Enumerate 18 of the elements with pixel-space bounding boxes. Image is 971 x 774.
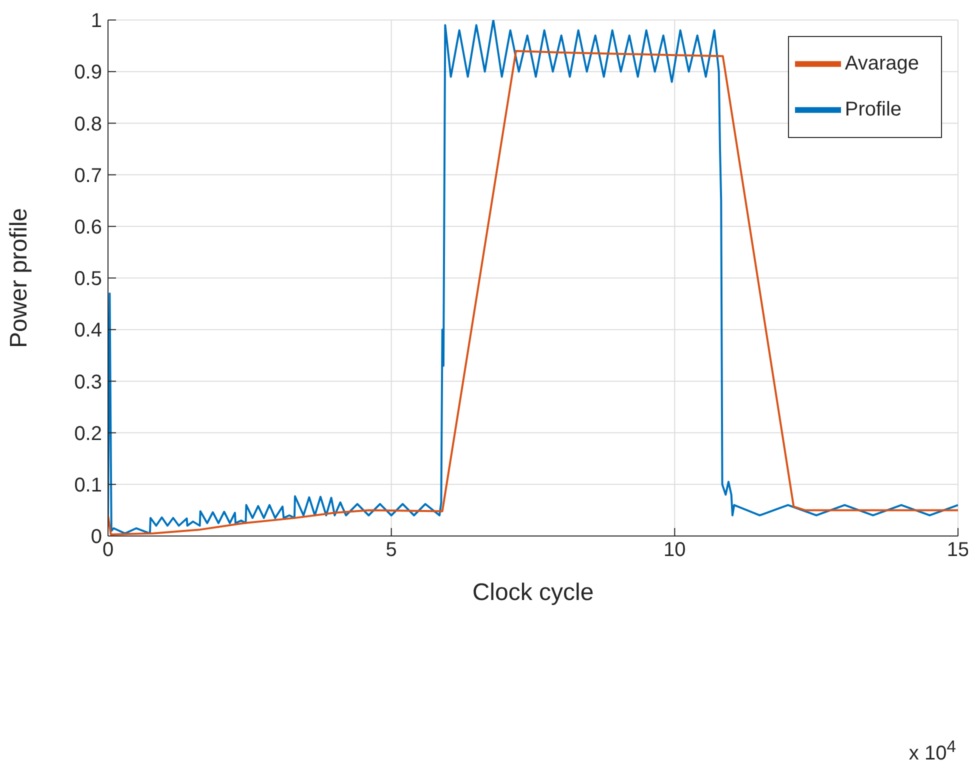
x-tick-label: 15 [946,539,970,562]
y-tick-label: 0.7 [74,164,102,187]
x-tick-label: 10 [664,539,686,562]
legend-label: Profile [844,98,902,120]
y-tick-label: 0.8 [74,113,102,136]
x-axis-title: Clock cycle [472,579,594,606]
y-tick-label: 0.5 [74,268,102,290]
y-tick-label: 0.4 [74,320,102,342]
text: x 10$^{4}$ [908,737,956,766]
y-tick-label: 0.6 [74,216,102,238]
legend-label: Avarage [844,52,919,74]
x-tick-label: 5 [386,539,397,562]
y-tick-label: 0.1 [74,474,102,496]
y-tick-label: 0.3 [74,371,102,394]
y-tick-label: 0.9 [74,62,102,84]
y-tick-label: 1 [90,10,102,32]
y-tick-label: 0.2 [74,422,102,445]
y-axis-title: Power profile [6,208,33,348]
